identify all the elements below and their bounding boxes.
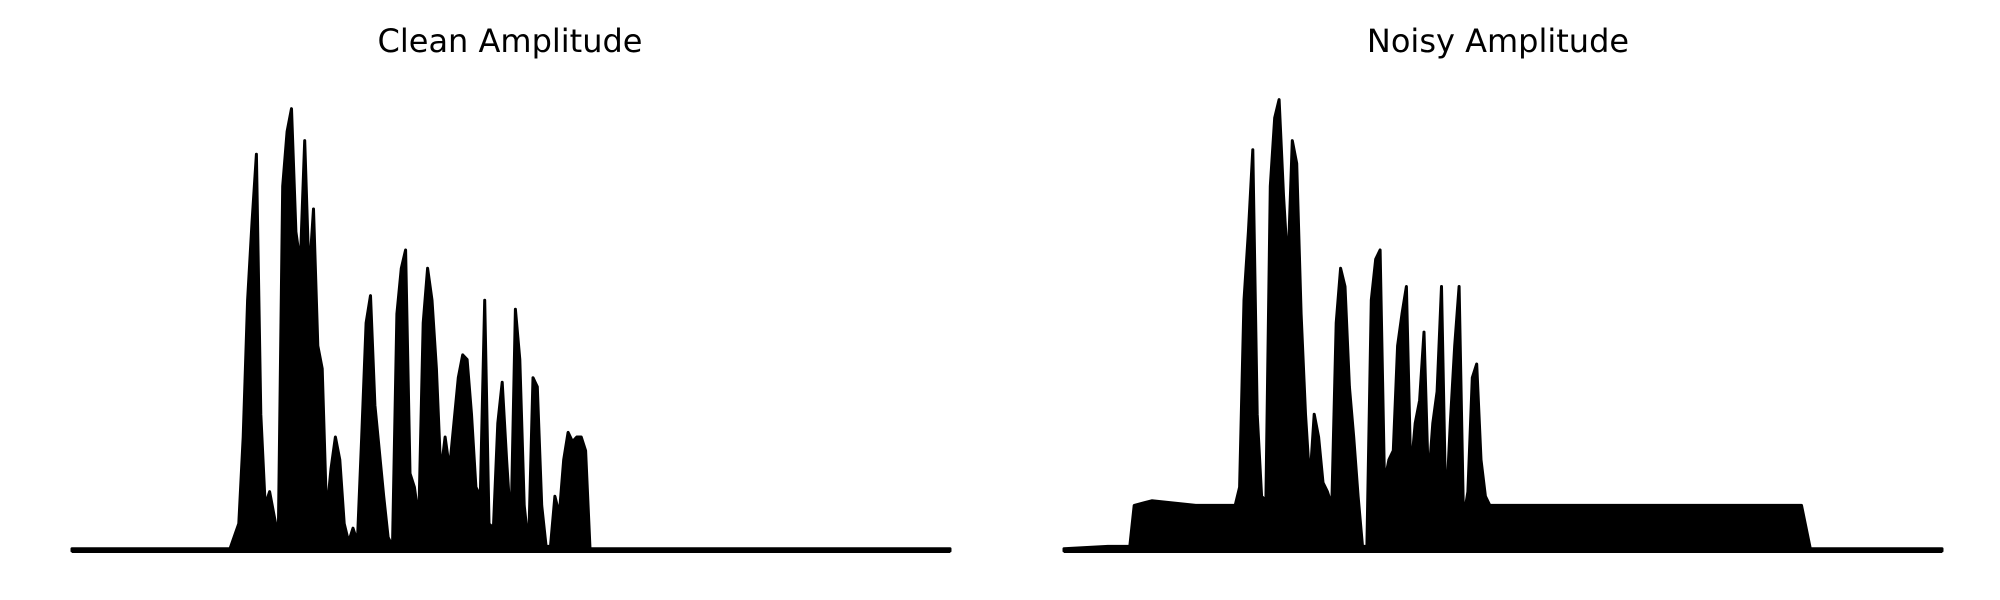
amplitude-envelope-area [1062, 98, 1944, 553]
clean-amplitude-title: Clean Amplitude [377, 22, 643, 60]
amplitude-envelope-area [70, 107, 952, 553]
noisy-amplitude-title: Noisy Amplitude [1366, 22, 1630, 60]
clean-amplitude-panel: Clean Amplitude [70, 22, 952, 553]
noisy-amplitude-panel: Noisy Amplitude [1000, 0, 2000, 600]
clean-amplitude-plot [70, 107, 952, 553]
noisy-amplitude-plot [1062, 98, 1944, 553]
